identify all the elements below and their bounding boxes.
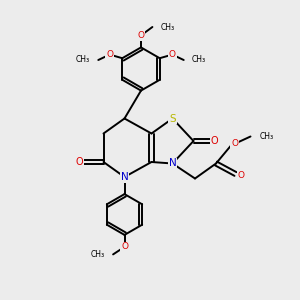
Text: CH₃: CH₃: [260, 132, 274, 141]
Text: CH₃: CH₃: [76, 56, 90, 64]
Text: CH₃: CH₃: [161, 22, 175, 32]
Text: O: O: [137, 31, 145, 40]
Text: O: O: [211, 136, 218, 146]
Text: O: O: [76, 157, 83, 167]
Text: O: O: [121, 242, 128, 251]
Text: N: N: [169, 158, 176, 169]
Text: CH₃: CH₃: [91, 250, 105, 259]
Text: S: S: [169, 113, 176, 124]
Text: O: O: [106, 50, 113, 59]
Text: N: N: [121, 172, 128, 182]
Text: CH₃: CH₃: [192, 56, 206, 64]
Text: O: O: [238, 171, 245, 180]
Text: O: O: [169, 50, 176, 59]
Text: O: O: [231, 140, 238, 148]
